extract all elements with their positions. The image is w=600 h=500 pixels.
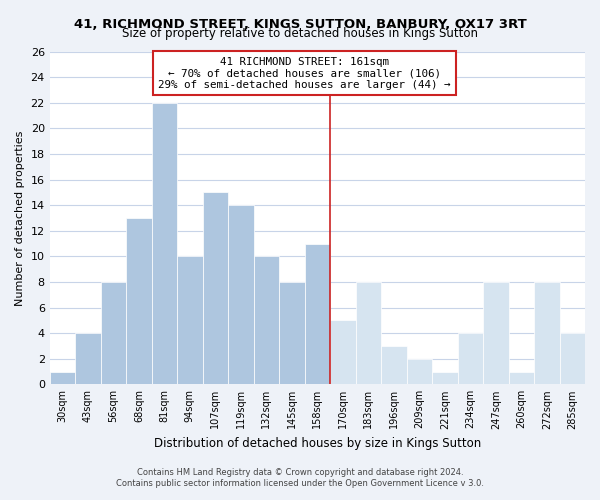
Bar xyxy=(509,372,534,384)
X-axis label: Distribution of detached houses by size in Kings Sutton: Distribution of detached houses by size … xyxy=(154,437,481,450)
Bar xyxy=(381,346,407,385)
Text: Contains HM Land Registry data © Crown copyright and database right 2024.
Contai: Contains HM Land Registry data © Crown c… xyxy=(116,468,484,487)
Bar xyxy=(407,358,432,384)
Y-axis label: Number of detached properties: Number of detached properties xyxy=(15,130,25,306)
Bar xyxy=(177,256,203,384)
Bar xyxy=(356,282,381,384)
Bar xyxy=(50,372,75,384)
Bar xyxy=(101,282,126,384)
Bar xyxy=(254,256,279,384)
Bar xyxy=(534,282,560,384)
Bar xyxy=(279,282,305,384)
Text: Size of property relative to detached houses in Kings Sutton: Size of property relative to detached ho… xyxy=(122,28,478,40)
Bar xyxy=(458,333,483,384)
Bar xyxy=(432,372,458,384)
Bar xyxy=(203,192,228,384)
Bar xyxy=(152,102,177,384)
Bar xyxy=(228,205,254,384)
Bar xyxy=(305,244,330,384)
Bar xyxy=(75,333,101,384)
Bar xyxy=(560,333,585,384)
Bar xyxy=(330,320,356,384)
Text: 41, RICHMOND STREET, KINGS SUTTON, BANBURY, OX17 3RT: 41, RICHMOND STREET, KINGS SUTTON, BANBU… xyxy=(74,18,526,30)
Text: 41 RICHMOND STREET: 161sqm
← 70% of detached houses are smaller (106)
29% of sem: 41 RICHMOND STREET: 161sqm ← 70% of deta… xyxy=(158,56,451,90)
Bar xyxy=(483,282,509,384)
Bar xyxy=(126,218,152,384)
